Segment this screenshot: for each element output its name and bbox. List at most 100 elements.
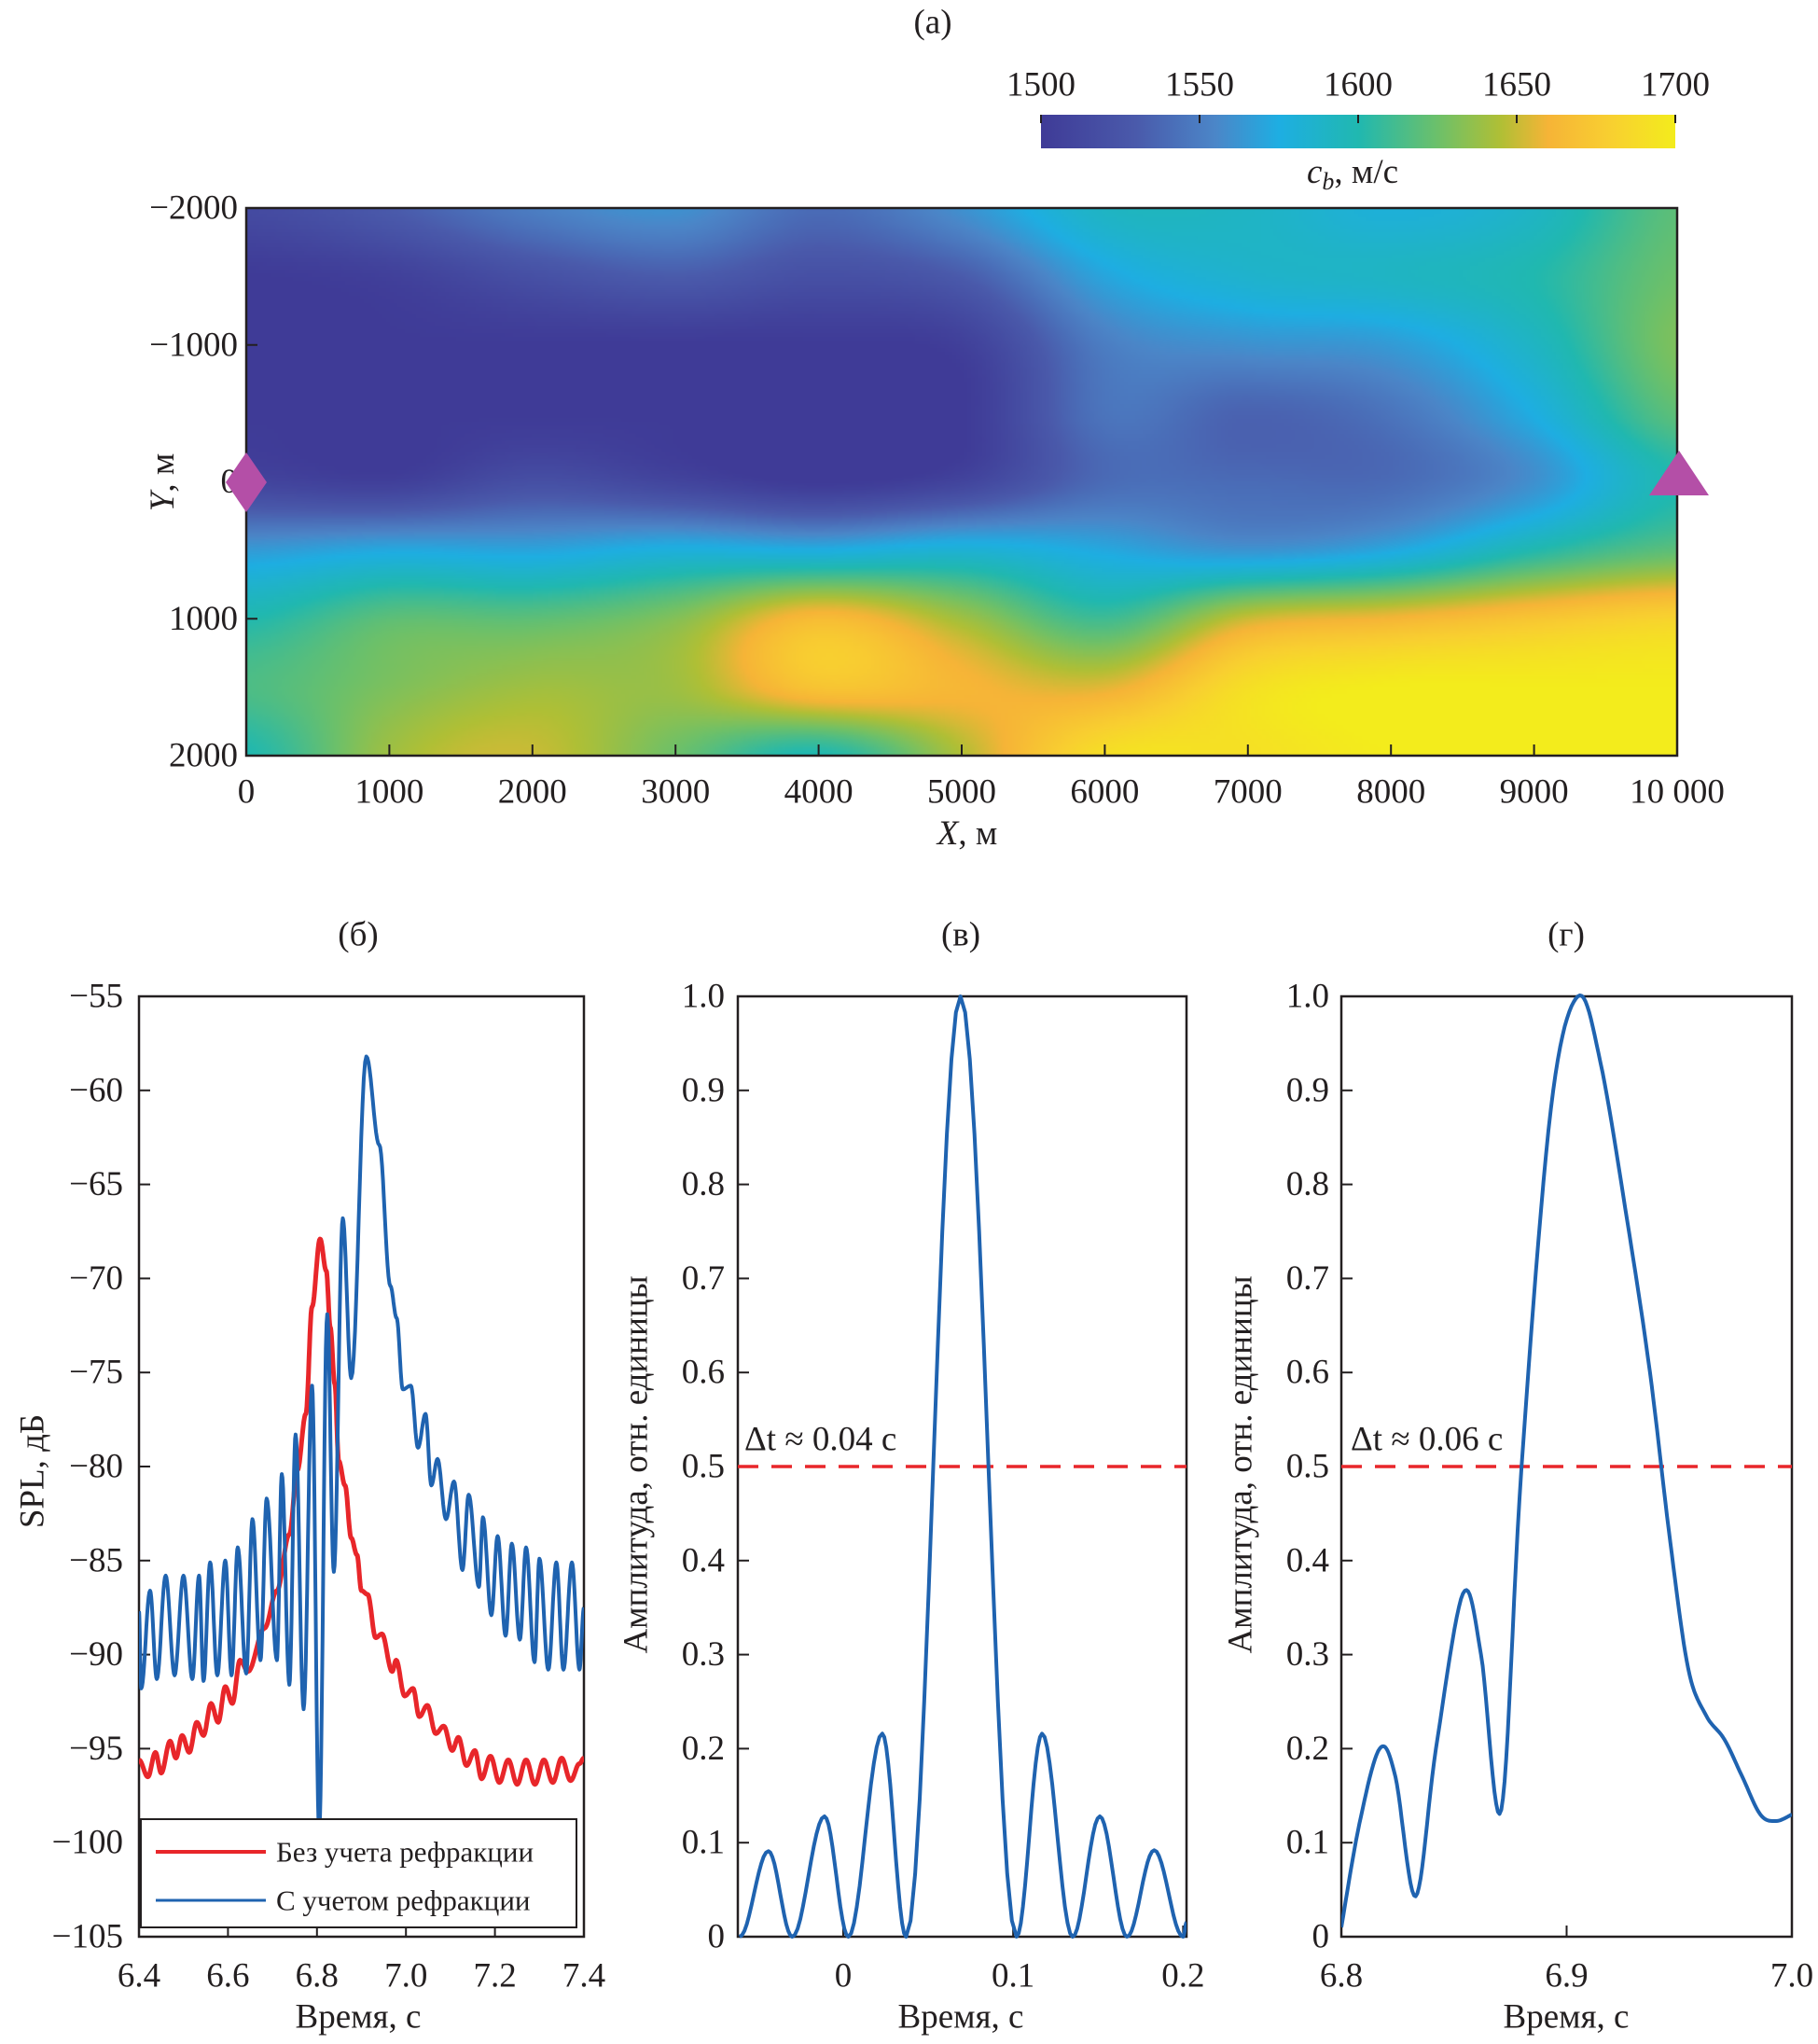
x-unit: , м xyxy=(958,814,997,853)
corr-g-series-with-refraction xyxy=(1341,993,1792,1928)
spl-x-axis-label: Время, с xyxy=(296,1998,422,2037)
corr-g-y-tick-label: 0.1 xyxy=(1286,1824,1329,1862)
sound-speed-heatmap xyxy=(246,208,1677,756)
colorbar-label-subscript: b xyxy=(1322,168,1334,195)
correlation-plot-no-refraction: 0 0.1 0.2 0 0.1 0.2 0.3 0.4 0.5 0.6 0.7 0.8 0.9 1.0 xyxy=(682,978,1205,1995)
corr-g-y-tick-label: 1.0 xyxy=(1286,978,1329,1016)
x-tick-label: 3000 xyxy=(641,773,710,812)
panel-label-g: (г) xyxy=(1547,916,1585,954)
heatmap-y-axis-label: Y, м xyxy=(144,453,182,512)
spl-y-tick-label: −95 xyxy=(69,1730,123,1768)
spl-y-tick-label: −80 xyxy=(69,1448,123,1486)
heatmap-frame xyxy=(244,206,1679,758)
x-tick-label: 2000 xyxy=(498,773,567,812)
colorbar-tick-label: 1700 xyxy=(1641,66,1710,104)
corr-g-y-tick-label: 0.9 xyxy=(1286,1071,1329,1109)
corr-v-x-tick-label: 0.1 xyxy=(992,1957,1034,1995)
colorbar-label-unit: , м/с xyxy=(1334,153,1398,191)
x-tick-label: 8000 xyxy=(1356,773,1425,812)
correlation-plot-with-refraction: 6.8 6.9 7.0 0 0.1 0.2 0.3 0.4 0.5 0.6 0.7 0.8 0.9 1.0 xyxy=(1286,978,1813,1995)
corr-g-y-tick-label: 0.7 xyxy=(1286,1259,1329,1298)
corr-v-y-tick-label: 0.8 xyxy=(682,1165,725,1203)
corr-g-y-tick-label: 0.8 xyxy=(1286,1165,1329,1203)
spl-y-tick-label: −65 xyxy=(69,1165,123,1203)
spl-y-tick-label: −70 xyxy=(69,1259,123,1298)
y-tick-label: 2000 xyxy=(169,737,238,775)
spl-y-tick-label: −60 xyxy=(69,1071,123,1109)
corr-g-x-tick-label: 6.9 xyxy=(1545,1957,1588,1995)
corr-g-y-tick-label: 0.3 xyxy=(1286,1635,1329,1674)
spl-y-tick-label: −100 xyxy=(52,1824,123,1862)
heatmap-axes: 0 1000 2000 3000 4000 5000 6000 7000 8000 9000 10 … xyxy=(149,189,1725,812)
spl-x-tick-label: 7.4 xyxy=(562,1957,605,1995)
corr-g-x-tick-label: 7.0 xyxy=(1770,1957,1813,1995)
corr-g-y-tick-label: 0 xyxy=(1312,1918,1330,1956)
y-tick-label: −1000 xyxy=(149,326,238,364)
colorbar-tick-label: 1650 xyxy=(1482,66,1551,104)
panel-label-a: (а) xyxy=(913,4,951,42)
spl-x-tick-label: 6.4 xyxy=(118,1957,160,1995)
spl-x-tick-label: 7.2 xyxy=(473,1957,516,1995)
spl-y-axis-label: SPL, дБ xyxy=(14,1414,52,1528)
delta-t-annotation-g: Δt ≈ 0.06 с xyxy=(1351,1421,1503,1459)
x-symbol: X xyxy=(936,814,960,853)
corr-g-x-tick-label: 6.8 xyxy=(1320,1957,1363,1995)
corr-v-y-tick-label: 0.7 xyxy=(682,1259,725,1298)
corr-v-y-tick-label: 0.6 xyxy=(682,1354,725,1392)
source-diamond-marker xyxy=(226,452,267,512)
spl-series-no-refraction xyxy=(139,1236,584,1787)
spl-y-tick-label: −105 xyxy=(52,1918,123,1956)
receiver-triangle-marker xyxy=(1649,451,1709,495)
spl-y-tick-label: −90 xyxy=(69,1635,123,1674)
corr-v-y-tick-label: 0 xyxy=(708,1918,726,1956)
x-tick-label: 4000 xyxy=(784,773,853,812)
corr-v-y-tick-label: 0.5 xyxy=(682,1448,725,1486)
x-tick-label: 0 xyxy=(238,773,256,812)
amplitude-y-axis-label-v: Амплитуда, отн. единицы xyxy=(618,1275,656,1653)
spl-x-tick-label: 6.8 xyxy=(296,1957,339,1995)
amplitude-y-axis-label-g: Амплитуда, отн. единицы xyxy=(1222,1275,1260,1653)
panel-label-v: (в) xyxy=(941,916,980,954)
spl-y-tick-label: −75 xyxy=(69,1354,123,1392)
corr-v-y-tick-label: 0.3 xyxy=(682,1635,725,1674)
legend-label-no-refraction: Без учета рефракции xyxy=(276,1836,534,1869)
corr-v-x-tick-label: 0.2 xyxy=(1161,1957,1204,1995)
time-x-axis-label-g: Время, с xyxy=(1504,1998,1630,2037)
panel-label-b: (б) xyxy=(338,916,378,954)
colorbar-tick-label: 1600 xyxy=(1324,66,1393,104)
x-tick-label: 5000 xyxy=(927,773,996,812)
y-tick-label: 1000 xyxy=(169,600,238,638)
spl-x-tick-label: 7.0 xyxy=(384,1957,427,1995)
y-tick-label: −2000 xyxy=(149,189,238,228)
heatmap-x-axis-label: X, м xyxy=(936,814,998,853)
corr-v-y-tick-label: 0.2 xyxy=(682,1730,725,1768)
x-tick-label: 9000 xyxy=(1500,773,1569,812)
delta-t-annotation-v: Δt ≈ 0.04 с xyxy=(744,1421,896,1459)
corr-v-y-tick-label: 0.4 xyxy=(682,1541,725,1579)
x-tick-label: 10 000 xyxy=(1630,773,1725,812)
colorbar-label: cb, м/с xyxy=(1307,153,1398,195)
corr-g-y-tick-label: 0.4 xyxy=(1286,1541,1329,1579)
colorbar-label-symbol: c xyxy=(1307,153,1323,191)
spl-plot: 6.4 6.6 6.8 7.0 7.2 7.4 −55 −60 −65 −70 −75 −80 −85 −… xyxy=(52,978,606,1995)
legend-box xyxy=(140,1818,577,1928)
corr-g-y-tick-label: 0.6 xyxy=(1286,1354,1329,1392)
spl-y-tick-label: −85 xyxy=(69,1541,123,1579)
x-tick-label: 6000 xyxy=(1070,773,1139,812)
corr-v-y-tick-label: 1.0 xyxy=(682,978,725,1016)
y-symbol: Y xyxy=(144,489,182,511)
corr-v-y-tick-label: 0.9 xyxy=(682,1071,725,1109)
corr-g-y-tick-label: 0.2 xyxy=(1286,1730,1329,1768)
corr-v-x-tick-label: 0 xyxy=(835,1957,853,1995)
time-x-axis-label-v: Время, с xyxy=(898,1998,1024,2037)
corr-v-series-with-refraction xyxy=(738,994,1187,1939)
colorbar-ticks: 1500 1550 1600 1650 1700 xyxy=(1006,66,1710,123)
corr-v-y-tick-label: 0.1 xyxy=(682,1824,725,1862)
x-tick-label: 7000 xyxy=(1214,773,1283,812)
y-unit: , м xyxy=(144,453,182,493)
colorbar-tick-label: 1500 xyxy=(1006,66,1076,104)
spl-series-with-refraction xyxy=(139,1054,584,1834)
spl-y-tick-label: −55 xyxy=(69,978,123,1016)
